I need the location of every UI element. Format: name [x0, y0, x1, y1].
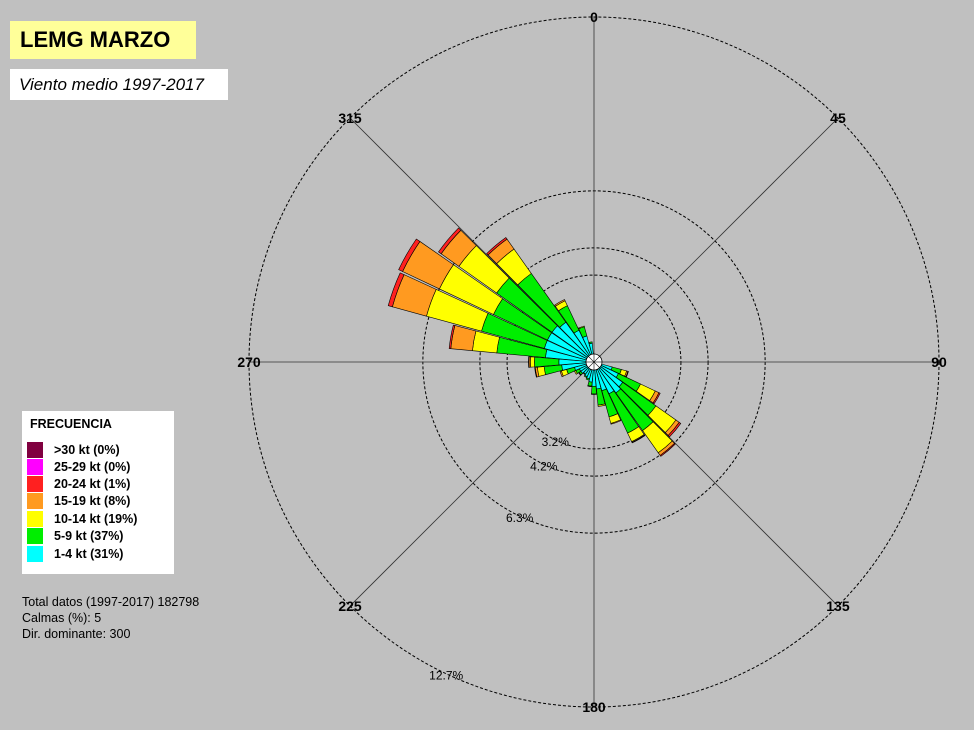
direction-label-315: 315 [338, 110, 362, 126]
legend: FRECUENCIA >30 kt (0%) 25-29 kt (0%) 20-… [22, 411, 174, 574]
legend-label: 10-14 kt (19%) [54, 512, 138, 526]
direction-label-90: 90 [931, 354, 947, 370]
sector-300-2024kt [398, 238, 421, 272]
calm-circle-line [588, 356, 600, 368]
sector-350-59kt [588, 341, 593, 345]
sector-160-1519kt [610, 419, 622, 425]
sector-280-1519kt [450, 325, 477, 352]
sector-290-2024kt [387, 272, 405, 308]
direction-label-0: 0 [590, 9, 598, 25]
sector-170-1014kt [597, 403, 606, 407]
sector-190-1014kt [587, 385, 593, 388]
legend-label: 20-24 kt (1%) [54, 477, 131, 491]
direction-label-135: 135 [826, 598, 850, 614]
sector-150-2024kt [631, 434, 646, 444]
ring-label: 6.3% [506, 511, 534, 525]
sector-260-2024kt [534, 367, 538, 378]
sector-180-1014kt [591, 393, 597, 395]
direction-label-180: 180 [582, 699, 606, 715]
sector-270-1014kt [530, 356, 535, 368]
rose-sectors [387, 227, 682, 457]
legend-swatch [27, 528, 43, 544]
sector-280-2024kt [448, 324, 456, 350]
sector-310-2024kt [438, 227, 462, 255]
stats-calms: Calmas (%): 5 [22, 611, 102, 625]
legend-label: 25-29 kt (0%) [54, 460, 131, 474]
legend-swatch [27, 476, 43, 492]
legend-swatch [27, 511, 43, 527]
chart-subtitle: Viento medio 1997-2017 [10, 69, 228, 100]
sector-200-59kt [585, 377, 590, 381]
legend-swatch [27, 442, 43, 458]
sector-180-59kt [591, 385, 597, 395]
legend-swatch [27, 493, 43, 509]
sector-250-1519kt [559, 370, 564, 378]
sector-330-1519kt [554, 299, 566, 307]
sector-110-2024kt [625, 370, 629, 378]
rose-labels: 0 45 90 135 180 225 270 315 3.2% 4.2% 6.3% 12.7% [237, 9, 947, 715]
legend-swatch [27, 546, 43, 562]
sector-340-1014kt [578, 325, 585, 330]
legend-swatch [27, 459, 43, 475]
ring-label: 12.7% [429, 669, 463, 683]
sector-130-2024kt [667, 421, 682, 438]
sector-260-59kt [543, 364, 563, 376]
legend-title: FRECUENCIA [30, 417, 112, 431]
chart-title: LEMG MARZO [10, 21, 196, 59]
direction-label-225: 225 [338, 598, 362, 614]
ring-label: 4.2% [530, 459, 558, 473]
legend-label: >30 kt (0%) [54, 443, 120, 457]
sector-120-2024kt [652, 392, 661, 405]
sector-140-2024kt [659, 442, 676, 457]
sector-270-2024kt [528, 356, 530, 368]
sector-320-2024kt [486, 237, 508, 256]
rose-center [585, 353, 603, 371]
stats-dominant: Dir. dominante: 300 [22, 627, 131, 641]
legend-label: 1-4 kt (31%) [54, 547, 124, 561]
stats-total: Total datos (1997-2017) 182798 [22, 595, 200, 609]
direction-label-45: 45 [830, 110, 846, 126]
legend-label: 15-19 kt (8%) [54, 494, 131, 508]
ring-label: 3.2% [542, 435, 570, 449]
legend-label: 5-9 kt (37%) [54, 529, 124, 543]
stats-block: Total datos (1997-2017) 182798 Calmas (%… [22, 594, 199, 642]
direction-label-270: 270 [237, 354, 261, 370]
sector-210-59kt [583, 374, 588, 378]
